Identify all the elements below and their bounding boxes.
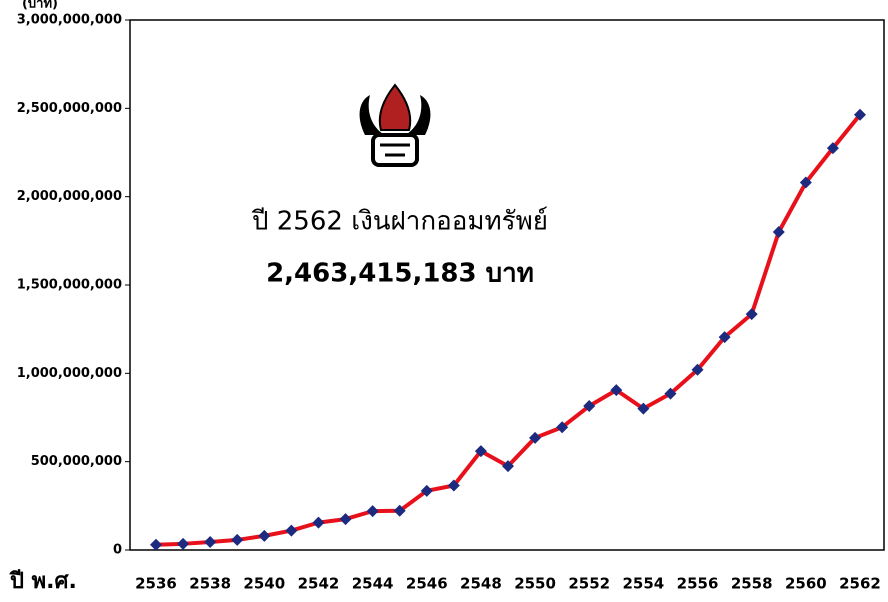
y-tick-label: 0 — [113, 543, 122, 558]
marker — [366, 505, 379, 518]
marker — [393, 504, 406, 517]
marker — [285, 524, 298, 537]
x-tick-label: 2548 — [460, 575, 502, 593]
marker — [799, 176, 812, 189]
marker — [718, 331, 731, 344]
line — [155, 113, 862, 547]
x-tick-label: 2562 — [839, 575, 881, 593]
y-tick-label: 2,500,000,000 — [17, 101, 122, 116]
marker — [664, 387, 677, 400]
marker — [474, 445, 487, 458]
marker — [745, 308, 758, 321]
marker — [447, 479, 460, 492]
y-axis-label: (บาท) — [22, 0, 58, 12]
marker — [691, 363, 704, 376]
annotation: 2,463,415,183 บาท — [266, 259, 534, 289]
marker — [583, 400, 596, 413]
y-tick-label: 500,000,000 — [31, 454, 122, 469]
y-tick-label: 2,000,000,000 — [17, 189, 122, 204]
y-tick-label: 1,500,000,000 — [17, 278, 122, 293]
marker — [854, 108, 866, 121]
marker — [420, 484, 433, 497]
x-tick-label: 2540 — [243, 575, 285, 593]
marker — [826, 142, 839, 155]
x-tick-label: 2560 — [785, 575, 827, 593]
marker — [312, 516, 325, 529]
x-tick-label: 2552 — [568, 575, 610, 593]
x-tick-label: 2558 — [731, 575, 773, 593]
y-tick-label: 1,000,000,000 — [17, 366, 122, 381]
marker — [772, 226, 785, 238]
marker — [502, 460, 514, 473]
x-tick-label: 2546 — [406, 575, 448, 593]
x-tick-label: 2536 — [135, 575, 177, 593]
x-tick-label: 2556 — [677, 575, 719, 593]
marker — [556, 421, 569, 434]
x-tick-label: 2542 — [298, 575, 340, 593]
marker — [339, 513, 352, 526]
marker — [258, 529, 271, 542]
marker — [177, 537, 190, 550]
x-tick-label: 2544 — [352, 575, 394, 593]
marker — [150, 538, 162, 551]
x-tick-label: 2550 — [514, 575, 556, 593]
x-tick-label: 2554 — [623, 575, 665, 593]
marker — [204, 536, 217, 549]
x-axis-label: ปี พ.ศ. — [9, 569, 77, 594]
marker — [637, 402, 650, 415]
marker — [529, 431, 542, 444]
x-tick-label: 2538 — [189, 575, 231, 593]
y-tick-label: 3,000,000,000 — [17, 13, 122, 28]
marker — [231, 533, 244, 546]
marker — [610, 384, 623, 397]
annotation: ปี 2562 เงินฝากออมทรัพย์ — [251, 207, 548, 237]
logo — [359, 83, 431, 167]
